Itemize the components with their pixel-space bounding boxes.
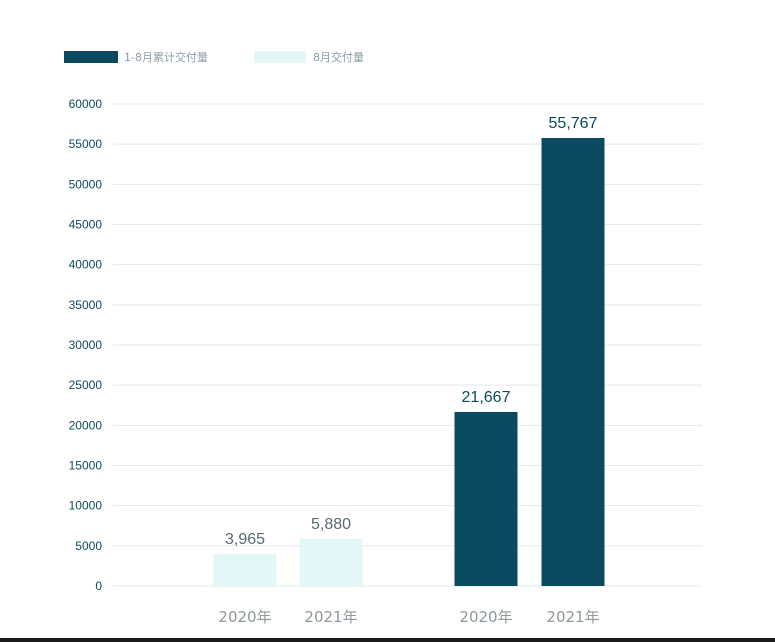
- x-tick-label: 2021年: [546, 608, 599, 626]
- data-label: 3,965: [225, 531, 265, 548]
- x-tick-label: 2020年: [459, 608, 512, 626]
- legend-swatch-august: [254, 51, 306, 63]
- bottom-border: [0, 638, 775, 642]
- bars: [213, 138, 605, 586]
- legend-label-cumulative: 1-8月累计交付量: [124, 50, 208, 64]
- bar-august-0: [213, 554, 277, 586]
- y-tick-label: 40000: [69, 258, 103, 272]
- bar-cumulative-3: [541, 138, 605, 586]
- legend: 1-8月累计交付量 8月交付量: [64, 50, 364, 64]
- legend-label-august: 8月交付量: [313, 50, 364, 64]
- y-tick-label: 10000: [69, 499, 103, 513]
- legend-swatch-cumulative: [64, 51, 118, 63]
- gridlines: [113, 103, 702, 587]
- y-tick-label: 55000: [69, 137, 103, 151]
- bar-august-1: [299, 538, 363, 586]
- data-label: 55,767: [549, 115, 598, 132]
- data-label: 21,667: [462, 389, 511, 406]
- y-tick-label: 15000: [69, 459, 103, 473]
- y-tick-label: 25000: [69, 378, 103, 392]
- y-tick-label: 5000: [75, 539, 102, 553]
- y-axis-ticks: 0 5000 10000 15000 20000 25000 30000 35000 40000…: [69, 97, 103, 593]
- data-labels: 3,965 5,880 21,667 55,767: [225, 115, 598, 548]
- x-tick-label: 2021年: [304, 608, 357, 626]
- y-tick-label: 50000: [69, 177, 103, 191]
- y-tick-label: 20000: [69, 418, 103, 432]
- y-tick-label: 0: [95, 579, 102, 593]
- x-axis-ticks: 2020年 2021年 2020年 2021年: [218, 608, 599, 626]
- y-tick-label: 30000: [69, 338, 103, 352]
- data-label: 5,880: [311, 516, 351, 533]
- bar-cumulative-2: [454, 411, 518, 586]
- y-tick-label: 60000: [69, 97, 103, 111]
- x-tick-label: 2020年: [218, 608, 271, 626]
- y-tick-label: 45000: [69, 218, 103, 232]
- y-tick-label: 35000: [69, 298, 103, 312]
